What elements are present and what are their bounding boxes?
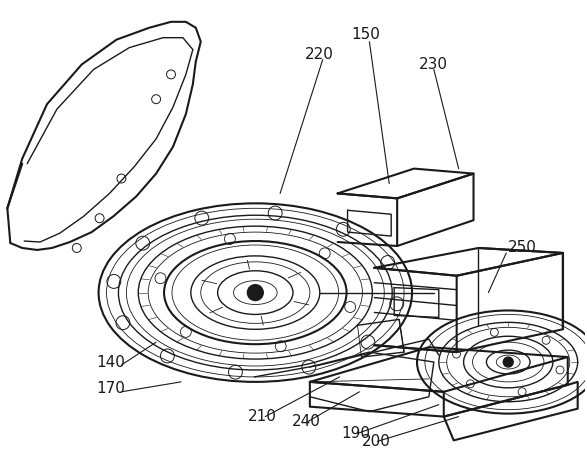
Text: 230: 230 xyxy=(419,57,448,72)
Text: 150: 150 xyxy=(352,27,380,42)
Text: 170: 170 xyxy=(97,381,126,396)
Text: 190: 190 xyxy=(342,426,370,441)
Text: 220: 220 xyxy=(305,47,334,62)
Text: 140: 140 xyxy=(97,355,126,369)
Circle shape xyxy=(503,357,513,367)
Text: 250: 250 xyxy=(508,240,537,256)
Circle shape xyxy=(247,285,263,301)
Text: 210: 210 xyxy=(248,409,277,424)
Text: 240: 240 xyxy=(292,414,321,429)
Text: 200: 200 xyxy=(362,434,390,449)
